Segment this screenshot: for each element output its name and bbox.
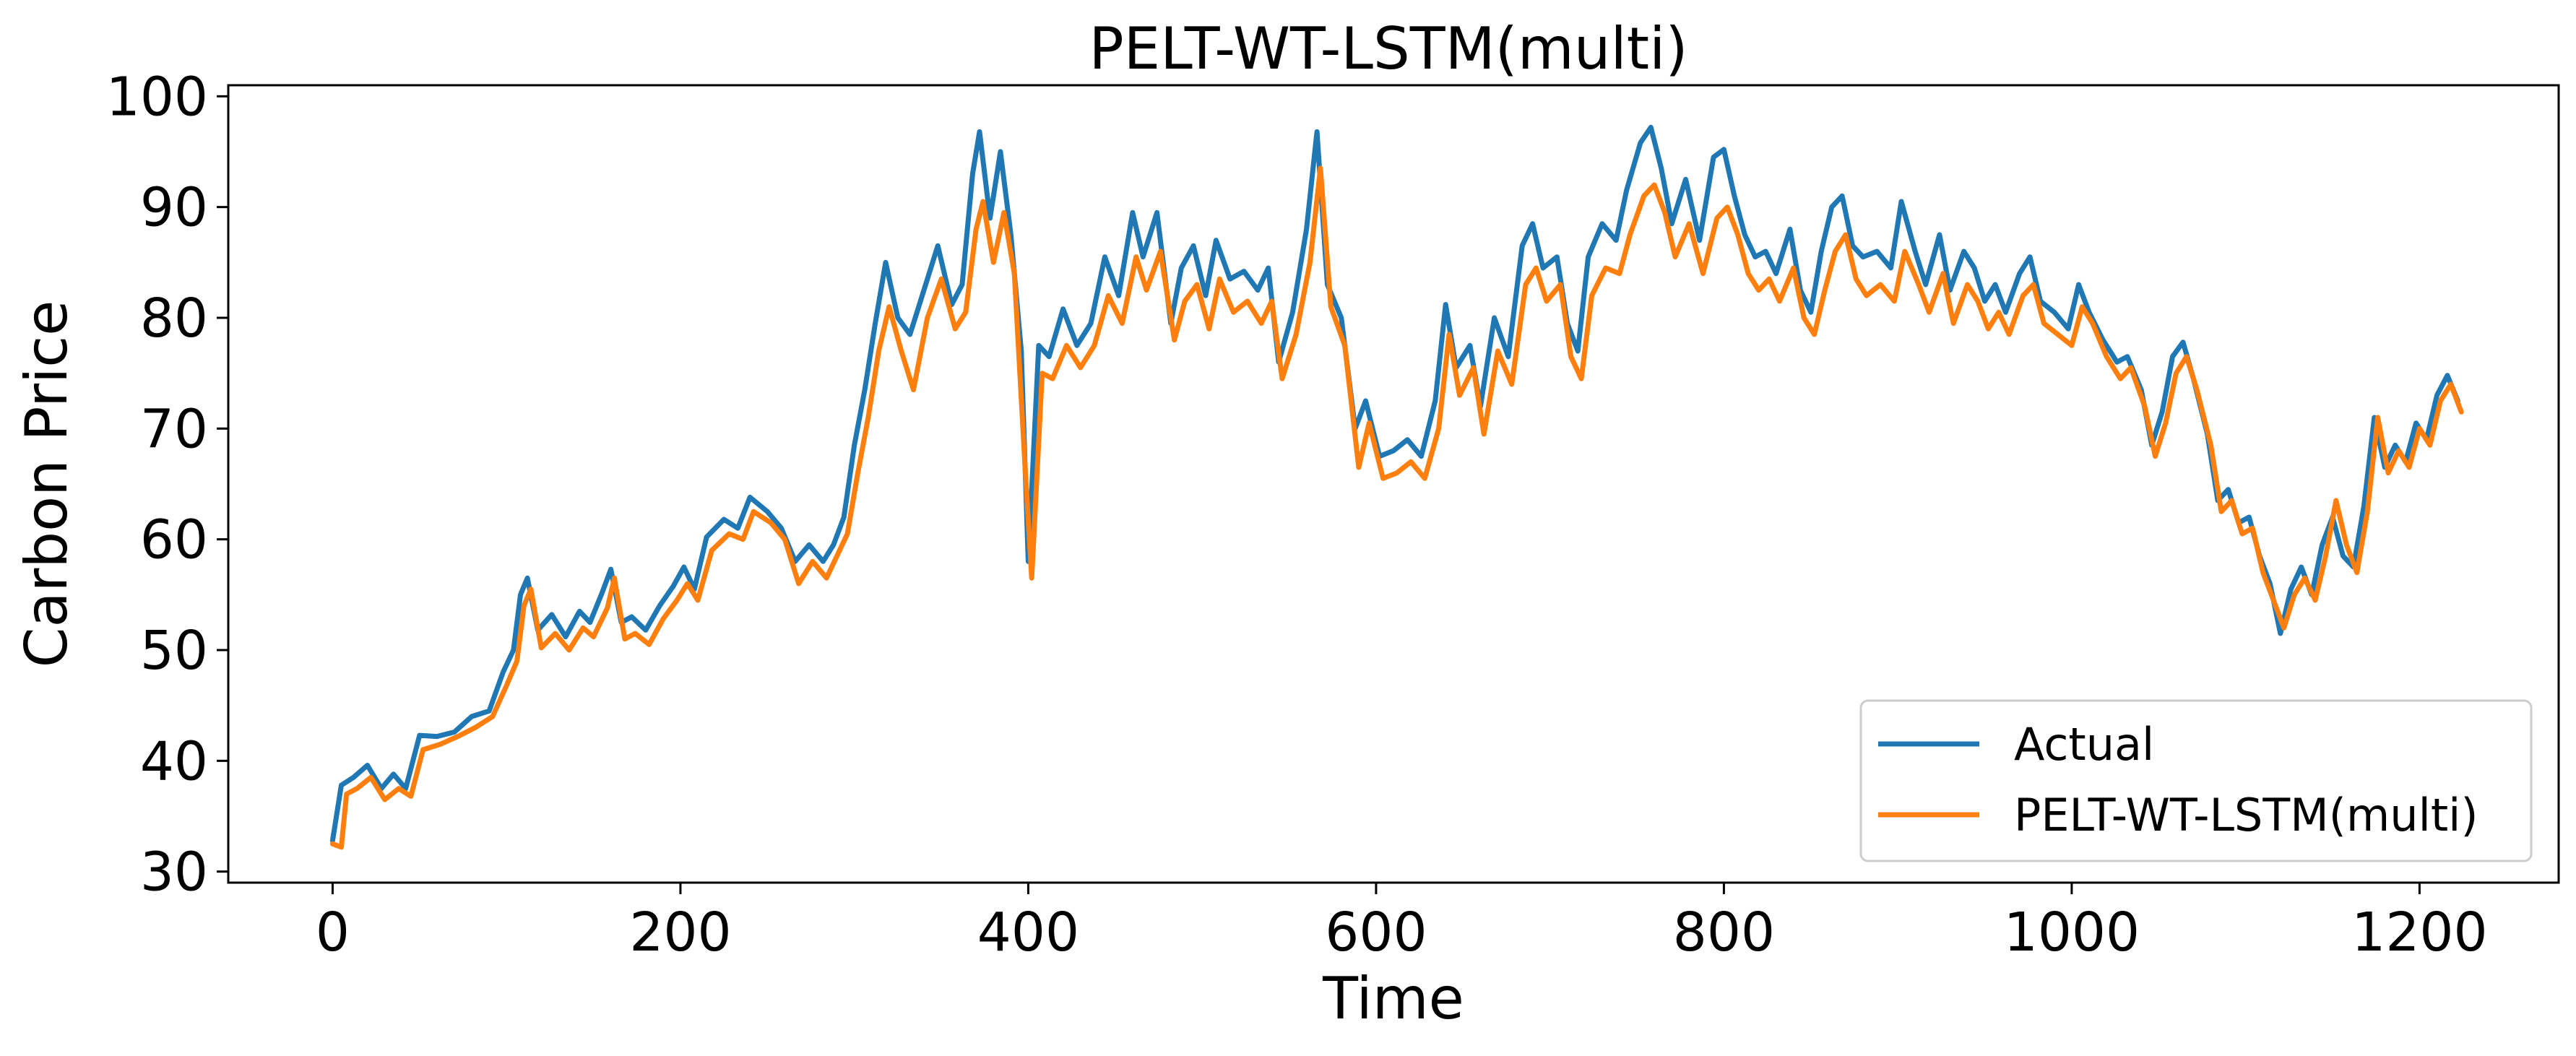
y-axis-ticks: 30 40 50 60 70 80 90 100 xyxy=(106,66,228,904)
y-tick-label: 100 xyxy=(106,66,208,128)
x-tick-label: 400 xyxy=(977,901,1079,964)
x-tick-label: 200 xyxy=(629,901,731,964)
y-tick-label: 80 xyxy=(140,287,208,350)
y-tick-label: 50 xyxy=(140,620,208,682)
x-axis-ticks: 0 200 400 600 800 1000 1200 xyxy=(316,883,2488,964)
series-layer xyxy=(329,124,2464,850)
x-axis-label: Time xyxy=(1322,965,1464,1032)
legend-label-prediction: PELT-WT-LSTM(multi) xyxy=(2014,789,2478,841)
legend-box xyxy=(1859,699,2533,862)
y-tick-label: 60 xyxy=(140,509,208,571)
y-tick-label: 40 xyxy=(140,730,208,792)
legend: Actual PELT-WT-LSTM(multi) xyxy=(1859,699,2533,862)
x-tick-label: 0 xyxy=(316,901,350,964)
chart-title: PELT-WT-LSTM(multi) xyxy=(1089,15,1687,82)
x-tick-label: 1200 xyxy=(2351,901,2487,964)
legend-label-actual: Actual xyxy=(2014,718,2154,771)
y-tick-label: 30 xyxy=(140,841,208,904)
y-axis-label: Carbon Price xyxy=(13,300,80,668)
x-tick-label: 600 xyxy=(1325,901,1427,964)
plot-frame xyxy=(227,84,2560,884)
series-line-1 xyxy=(329,165,2464,850)
y-tick-label: 70 xyxy=(140,398,208,460)
y-tick-label: 90 xyxy=(140,177,208,239)
x-tick-label: 800 xyxy=(1673,901,1775,964)
x-tick-label: 1000 xyxy=(2004,901,2140,964)
